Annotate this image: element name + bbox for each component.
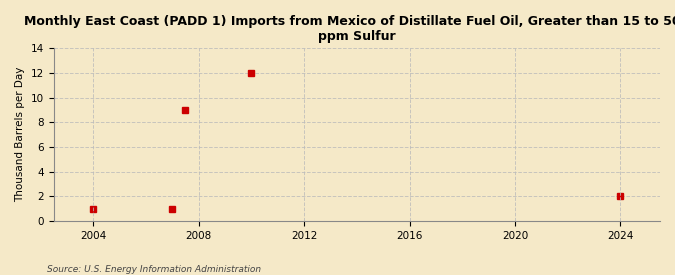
Title: Monthly East Coast (PADD 1) Imports from Mexico of Distillate Fuel Oil, Greater : Monthly East Coast (PADD 1) Imports from… [24, 15, 675, 43]
Y-axis label: Thousand Barrels per Day: Thousand Barrels per Day [15, 67, 25, 202]
Text: Source: U.S. Energy Information Administration: Source: U.S. Energy Information Administ… [47, 265, 261, 274]
